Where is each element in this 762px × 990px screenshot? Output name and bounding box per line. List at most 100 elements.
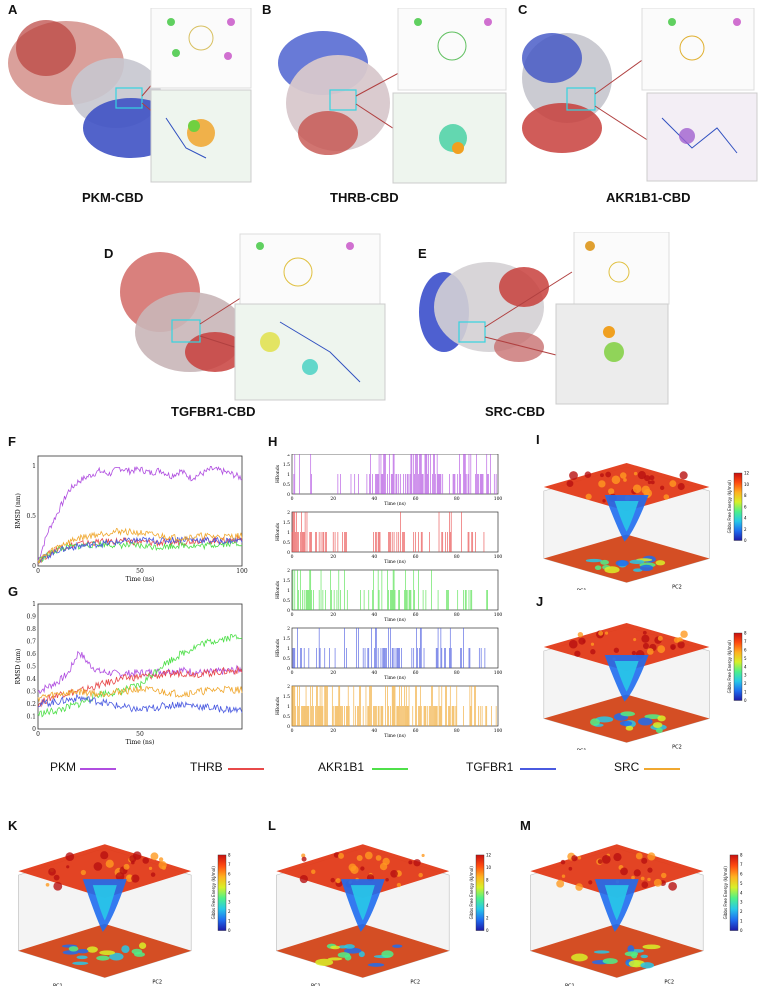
y-tick-label: 0.5 bbox=[283, 540, 290, 546]
surface-bump bbox=[600, 473, 604, 478]
colorbar-label: Gibbs Free Energy (kJ/mol) bbox=[727, 480, 732, 534]
minimum-basin bbox=[76, 955, 88, 960]
minimum-basin bbox=[315, 958, 334, 966]
surface-bump bbox=[158, 860, 167, 870]
y-axis-label: PC2 bbox=[410, 980, 420, 986]
surface-bump bbox=[330, 877, 335, 883]
minimum-basin bbox=[600, 559, 609, 565]
surface-bump bbox=[647, 867, 653, 873]
surface-bump bbox=[640, 876, 645, 881]
minimum-basin bbox=[615, 559, 629, 567]
y-tick-label: 1 bbox=[287, 472, 290, 478]
panel-label-a: A bbox=[8, 2, 18, 17]
x-axis-label: Time (ns) bbox=[126, 576, 155, 582]
free-energy-landscape-l: PC1 PC2 0 2 4 6 8 10 12 Gibbs Free Energy (kJ/mol… bbox=[276, 844, 492, 986]
panel-label-l: L bbox=[268, 818, 276, 833]
x-tick-label: 40 bbox=[372, 496, 378, 502]
y-axis-label: HBonds bbox=[275, 464, 281, 483]
y-tick-label: 1 bbox=[287, 588, 290, 594]
y-tick-label: 2 bbox=[287, 684, 290, 690]
surface-bump bbox=[364, 851, 373, 860]
energy-funnel-core bbox=[92, 885, 117, 921]
minimum-basin bbox=[72, 961, 89, 965]
panel-label-i: I bbox=[536, 432, 540, 447]
surface-bump bbox=[45, 882, 50, 887]
surface-bump bbox=[100, 851, 109, 860]
y-tick-label: 0 bbox=[287, 608, 290, 614]
surface-bump bbox=[641, 881, 649, 889]
free-energy-landscape-m: PC1 PC2 0 1 2 3 4 5 6 7 8 Gibbs Free Energy (kJ/mol… bbox=[530, 844, 743, 986]
colorbar-tick: 8 bbox=[740, 852, 743, 857]
surface-bump bbox=[642, 630, 647, 635]
surface-bump bbox=[679, 471, 688, 480]
surface-bump bbox=[642, 642, 649, 649]
minimum-basin bbox=[655, 727, 663, 734]
colorbar-label: Gibbs Free Energy (kJ/mol) bbox=[727, 640, 732, 694]
surface-bump bbox=[390, 869, 398, 878]
surface-bump bbox=[669, 480, 677, 488]
minimum-basin bbox=[367, 963, 385, 967]
energy-surface bbox=[543, 623, 710, 671]
colorbar-tick: 10 bbox=[744, 482, 750, 487]
panel-label-d: D bbox=[104, 246, 114, 261]
colorbar-label: Gibbs Free Energy (kJ/mol) bbox=[211, 866, 216, 920]
surface-bump bbox=[115, 872, 125, 881]
minimum-basin bbox=[595, 716, 614, 723]
y-tick-label: 0.6 bbox=[26, 651, 36, 658]
surface-bump bbox=[602, 499, 606, 503]
minimum-basin bbox=[343, 944, 355, 949]
minimum-basin bbox=[121, 945, 130, 954]
colorbar-tick: 7 bbox=[740, 862, 743, 867]
docking-image-d bbox=[120, 233, 386, 401]
colorbar-tick: 6 bbox=[486, 890, 489, 895]
surface-bump bbox=[663, 494, 670, 500]
legend-label-pkm: PKM bbox=[50, 760, 77, 774]
surface-bump bbox=[657, 635, 663, 641]
surface-bump bbox=[611, 475, 621, 485]
colorbar bbox=[729, 854, 739, 931]
caption-b: THRB-CBD bbox=[330, 190, 399, 205]
x-tick-label: 0 bbox=[291, 612, 294, 618]
surface-bump bbox=[150, 872, 156, 877]
series-line-src bbox=[37, 527, 243, 565]
minimum-basin bbox=[594, 565, 602, 571]
x-axis-label: Time (ns) bbox=[384, 732, 406, 739]
y-axis-label: PC2 bbox=[672, 745, 682, 751]
colorbar-tick: 5 bbox=[744, 656, 747, 661]
surface-bump bbox=[613, 852, 622, 862]
surface-bump bbox=[560, 859, 566, 865]
colorbar-tick: 7 bbox=[228, 862, 231, 867]
colorbar-tick: 7 bbox=[744, 639, 747, 644]
colorbar-tick: 6 bbox=[744, 647, 747, 652]
surface-bump bbox=[650, 480, 655, 485]
surface-bump bbox=[641, 485, 651, 495]
minimum-basin bbox=[638, 717, 653, 726]
docking-image-b bbox=[278, 8, 507, 184]
surface-bump bbox=[620, 867, 628, 876]
y-tick-label: 0.3 bbox=[26, 689, 36, 696]
legend-label-akr1b1: AKR1B1 bbox=[318, 760, 365, 774]
panel-label-g: G bbox=[8, 584, 19, 599]
surface-bump bbox=[569, 471, 578, 480]
y-tick-label: 0.5 bbox=[283, 656, 290, 662]
y-axis-label: HBonds bbox=[275, 638, 281, 657]
colorbar-tick: 5 bbox=[228, 881, 231, 886]
colorbar bbox=[475, 854, 485, 931]
y-tick-label: 0.8 bbox=[26, 626, 36, 633]
surface-bump bbox=[608, 488, 615, 495]
y-tick-label: 0 bbox=[287, 724, 290, 730]
surface-bump bbox=[150, 852, 159, 861]
x-tick-label: 40 bbox=[372, 728, 378, 734]
y-tick-label: 0.1 bbox=[26, 714, 36, 721]
panel-label-b: B bbox=[262, 2, 272, 17]
colorbar-tick: 1 bbox=[744, 690, 747, 695]
y-tick-label: 0 bbox=[32, 726, 36, 733]
y-tick-label: 1 bbox=[287, 530, 290, 536]
x-tick-label: 0 bbox=[36, 731, 40, 738]
panel-label-c: C bbox=[518, 2, 528, 17]
surface-bump bbox=[418, 872, 423, 878]
surface-bump bbox=[65, 852, 75, 861]
surface-bump bbox=[623, 478, 627, 482]
hbond-strip-pkm bbox=[291, 454, 499, 495]
minimum-basin bbox=[381, 950, 394, 958]
